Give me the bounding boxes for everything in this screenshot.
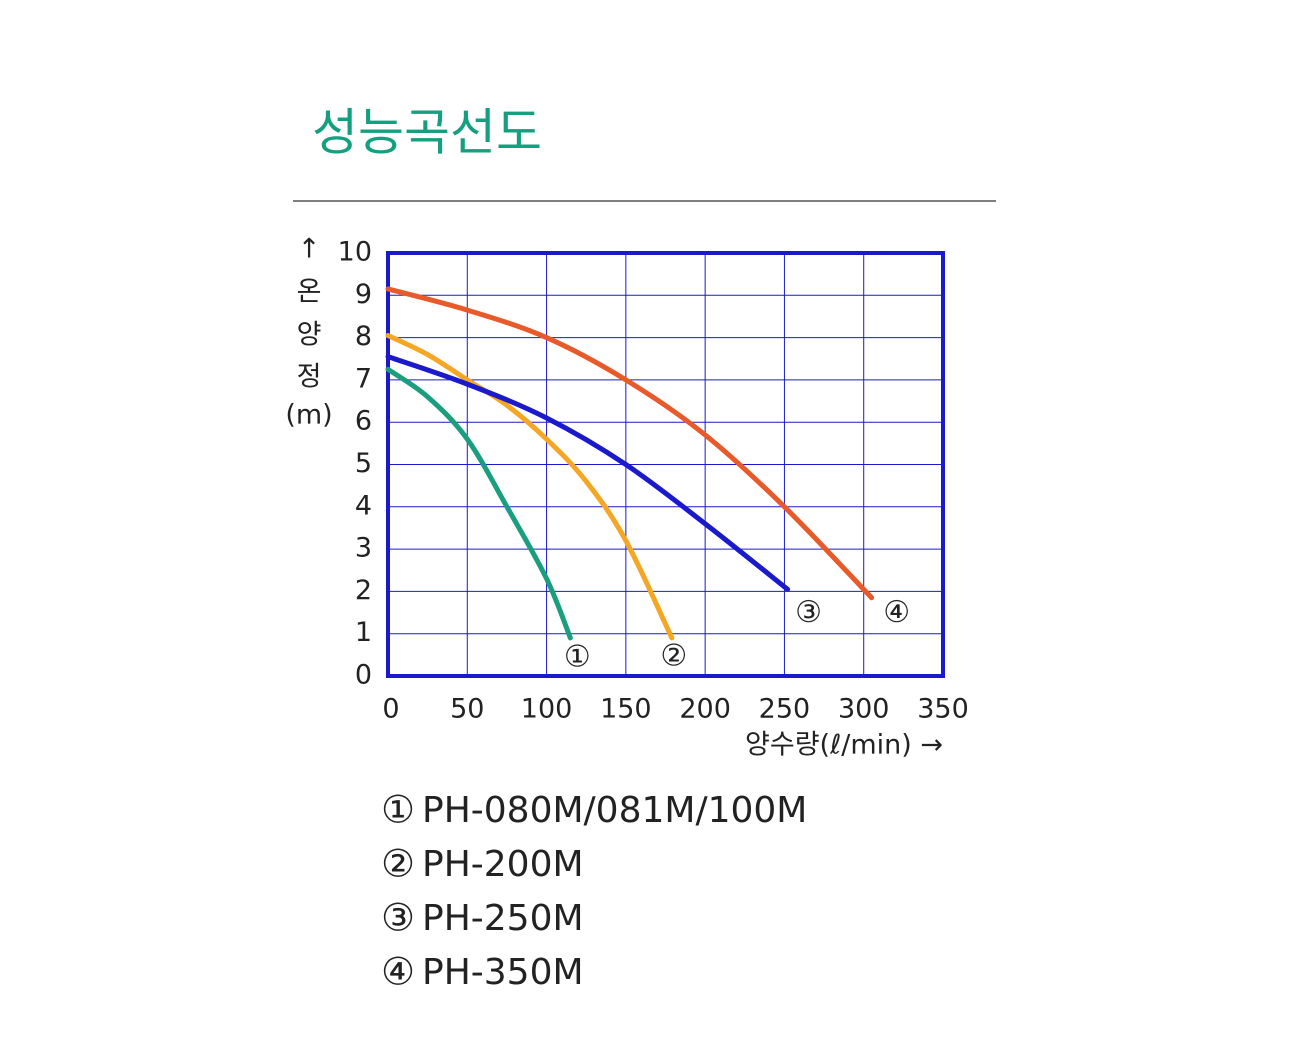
series-end-label: ②	[660, 638, 687, 673]
y-axis-label: 정	[297, 362, 322, 393]
legend-label: PH-350M	[422, 952, 584, 993]
series-end-label: ①	[564, 639, 591, 674]
x-tick-label: 200	[679, 694, 731, 725]
x-tick-label: 50	[450, 694, 484, 725]
y-tick-label: 0	[355, 660, 372, 691]
legend-marker: ④	[381, 950, 415, 994]
y-tick-label: 3	[355, 533, 372, 564]
y-tick-label: 6	[355, 406, 372, 437]
page-title: 성능곡선도	[312, 104, 542, 162]
series-end-label: ④	[883, 595, 910, 630]
x-tick-label: 250	[759, 694, 811, 725]
line-series	[385, 332, 675, 641]
y-tick-label: 10	[338, 237, 372, 268]
x-tick-label: 150	[600, 694, 652, 725]
y-axis-label: 온	[297, 277, 322, 308]
legend-label: PH-250M	[422, 898, 584, 939]
y-axis-label: ↑	[298, 234, 321, 265]
plot-frame	[386, 251, 945, 678]
line-series	[385, 286, 875, 601]
legend-label: PH-200M	[422, 844, 584, 885]
line-series	[385, 366, 573, 641]
x-tick-label: 350	[917, 694, 969, 725]
y-tick-label: 8	[355, 321, 372, 352]
y-axis-label: (m)	[285, 400, 332, 431]
legend-marker: ①	[381, 788, 415, 832]
y-tick-label: 4	[355, 490, 372, 521]
x-tick-label: 0	[382, 694, 399, 725]
legend-label: PH-080M/081M/100M	[422, 790, 807, 831]
x-axis-label: 양수량(ℓ/min) →	[745, 730, 943, 761]
x-tick-label: 100	[521, 694, 573, 725]
series-end-label: ③	[795, 595, 822, 630]
x-tick-label: 300	[838, 694, 890, 725]
y-tick-label: 2	[355, 575, 372, 606]
y-tick-label: 5	[355, 448, 372, 479]
line-series	[385, 354, 791, 592]
y-tick-label: 1	[355, 617, 372, 648]
legend-marker: ②	[381, 842, 415, 886]
y-tick-label: 7	[355, 363, 372, 394]
y-axis-label: 양	[297, 320, 322, 351]
legend-marker: ③	[381, 896, 415, 940]
y-tick-label: 9	[355, 279, 372, 310]
